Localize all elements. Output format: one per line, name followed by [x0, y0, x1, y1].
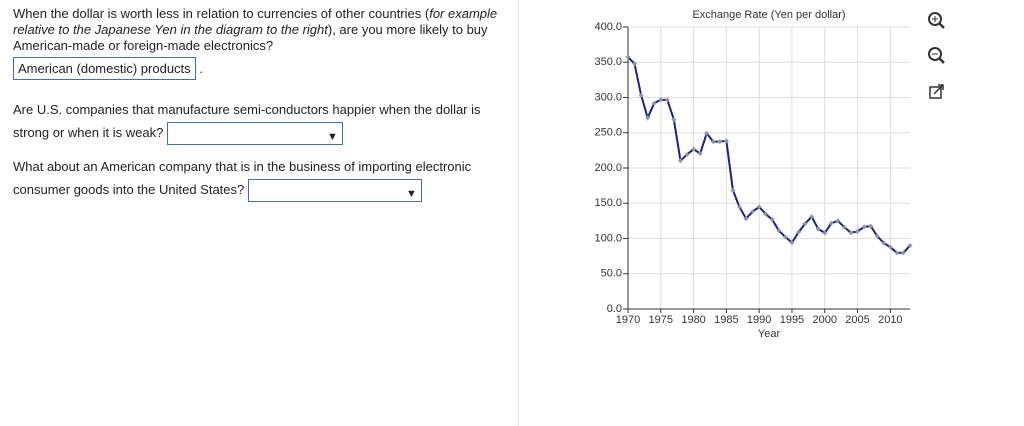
question-text: ), are you more likely to buy American-m… — [13, 22, 488, 53]
y-tick-label: 150.0 — [594, 197, 622, 209]
questions: When the dollar is worth less in relatio… — [13, 6, 503, 203]
marker — [730, 187, 736, 193]
question-text: Are U.S. companies that manufacture semi… — [13, 102, 481, 140]
x-tick-label: 1970 — [616, 314, 640, 326]
marker — [710, 139, 716, 145]
zoom-in[interactable] — [928, 12, 945, 29]
question-3: What about an American company that is i… — [13, 155, 503, 203]
answer-select[interactable]: American (domestic) products — [13, 57, 196, 80]
question-text: When the dollar is worth less in relatio… — [13, 6, 430, 21]
question-text: for example relative to the Japanese Yen… — [13, 6, 498, 37]
marker — [658, 97, 664, 103]
x-tick-label: 1985 — [714, 314, 738, 326]
marker — [900, 250, 906, 256]
y-tick-label: 350.0 — [594, 56, 622, 68]
y-tick-label: 0.0 — [607, 303, 622, 315]
marker — [638, 92, 644, 98]
marker — [881, 240, 887, 246]
marker — [809, 214, 815, 220]
marker — [776, 228, 782, 234]
x-tick-label: 1975 — [649, 314, 673, 326]
marker — [651, 100, 657, 106]
marker — [723, 138, 729, 144]
question-text: What about an American company that is i… — [13, 159, 472, 198]
popout[interactable] — [929, 84, 944, 99]
marker — [645, 115, 651, 121]
marker — [815, 226, 821, 232]
x-tick-label: 1995 — [780, 314, 804, 326]
marker — [796, 229, 802, 235]
x-tick-label: 1990 — [747, 314, 771, 326]
zoom-out[interactable] — [928, 47, 945, 64]
y-tick-label: 200.0 — [594, 162, 622, 174]
marker — [782, 234, 788, 240]
y-tick-label: 100.0 — [594, 232, 622, 244]
marker — [664, 97, 670, 103]
marker — [835, 218, 841, 224]
marker — [671, 117, 677, 123]
divider — [518, 0, 519, 426]
marker — [828, 220, 834, 226]
marker — [743, 216, 749, 222]
x-tick-label: 2005 — [845, 314, 869, 326]
marker — [868, 223, 874, 229]
y-tick-label: 250.0 — [594, 127, 622, 139]
marker — [691, 146, 697, 152]
marker — [750, 209, 756, 215]
y-tick-label: 400.0 — [594, 21, 622, 33]
question-2: Are U.S. companies that manufacture semi… — [13, 98, 503, 146]
marker — [736, 204, 742, 210]
y-tick-label: 300.0 — [594, 91, 622, 103]
marker — [822, 230, 828, 236]
marker — [769, 217, 775, 223]
marker — [861, 224, 867, 230]
x-axis-label: Year — [758, 328, 781, 340]
marker — [763, 211, 769, 217]
marker — [697, 151, 703, 157]
marker — [874, 233, 880, 239]
dropdown[interactable]: ▼ — [247, 179, 422, 203]
marker — [632, 61, 638, 67]
x-tick-label: 2010 — [878, 314, 902, 326]
marker — [684, 152, 690, 158]
marker — [802, 221, 808, 227]
marker — [841, 224, 847, 230]
marker — [789, 240, 795, 246]
marker — [717, 139, 723, 145]
x-tick-label: 1980 — [681, 314, 705, 326]
chart-title: Exchange Rate (Yen per dollar) — [692, 9, 845, 21]
x-tick-label: 2000 — [813, 314, 837, 326]
marker — [704, 130, 710, 136]
marker — [677, 158, 683, 164]
marker — [848, 230, 854, 236]
marker — [894, 250, 900, 256]
marker — [855, 228, 861, 234]
marker — [887, 244, 893, 250]
marker — [625, 54, 631, 60]
line — [627, 56, 911, 254]
marker — [907, 243, 913, 249]
marker — [756, 204, 762, 210]
question-1: When the dollar is worth less in relatio… — [13, 6, 503, 54]
y-tick-label: 50.0 — [601, 268, 622, 280]
dropdown[interactable]: ▼ — [166, 122, 343, 146]
punctuation: . — [199, 61, 203, 76]
chart: Exchange Rate (Yen per dollar) Year 0.0 5… — [594, 9, 945, 340]
